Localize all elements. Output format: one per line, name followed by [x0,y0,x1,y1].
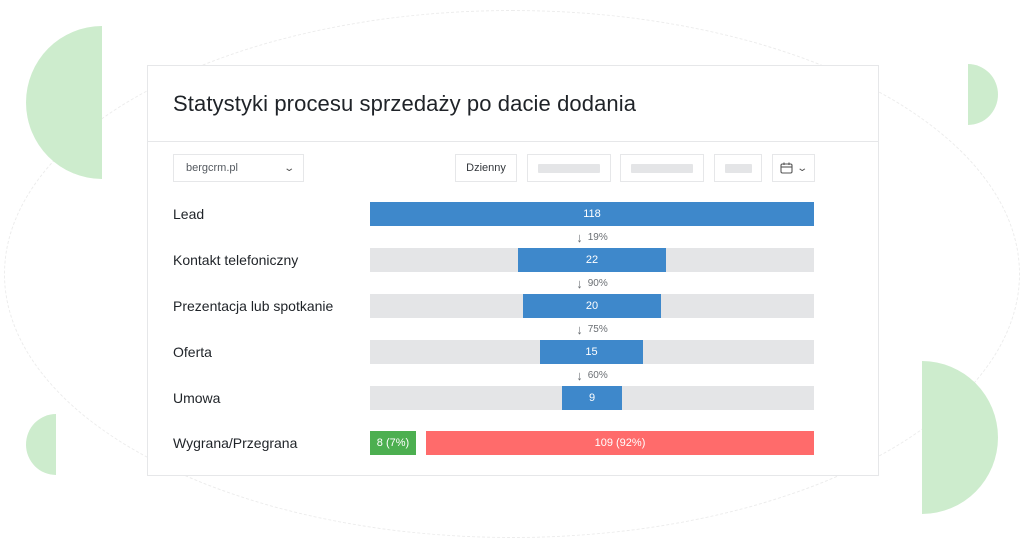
site-select[interactable]: bergcrm.pl ⌄ [173,154,304,182]
period-daily-label: Dzienny [466,162,506,174]
funnel-row: Kontakt telefoniczny 22 [148,248,878,272]
conversion-rate: ↓ 90% [370,272,814,294]
stage-label: Kontakt telefoniczny [173,252,299,268]
lost-value: 109 (92%) [594,437,646,449]
placeholder-bar [631,163,693,173]
stage-bar[interactable]: 15 [540,340,643,364]
funnel-row: Lead 118 [148,202,878,226]
conversion-value: 90% [587,277,608,289]
stage-track: 15 [370,340,814,364]
funnel-row: Oferta 15 [148,340,878,364]
date-to-field[interactable] [620,154,704,182]
arrow-down-icon: ↓ [576,275,583,291]
stage-bar[interactable]: 22 [518,248,666,272]
sales-stats-card: Statystyki procesu sprzedaży po dacie do… [147,65,879,476]
stage-bar[interactable]: 9 [562,386,622,410]
stage-value: 118 [583,208,601,220]
stage-label: Prezentacja lub spotkanie [173,298,334,314]
toolbar: bergcrm.pl ⌄ Dzienny ⌄ [148,154,878,182]
stage-track: 118 [370,202,814,226]
arrow-down-icon: ↓ [576,367,583,383]
result-row: Wygrana/Przegrana 8 (7%) 109 (92%) [148,431,878,455]
arrow-down-icon: ↓ [576,229,583,245]
conversion-value: 75% [587,323,608,335]
conversion-rate: ↓ 60% [370,364,814,386]
stage-track: 20 [370,294,814,318]
stage-track: 9 [370,386,814,410]
decorative-dashed-ellipse [4,10,1020,538]
arrow-down-icon: ↓ [576,321,583,337]
stage-value: 22 [585,254,599,266]
funnel-row: Prezentacja lub spotkanie 20 [148,294,878,318]
won-value: 8 (7%) [376,437,410,449]
conversion-value: 19% [587,231,608,243]
conversion-rate: ↓ 75% [370,318,814,340]
stage-label: Oferta [173,344,212,360]
card-header: Statystyki procesu sprzedaży po dacie do… [148,66,878,142]
year-field[interactable] [714,154,762,182]
decorative-half-circle [922,361,998,514]
chevron-down-icon: ⌄ [796,162,809,174]
stage-label: Umowa [173,390,221,406]
conversion-value: 60% [587,369,608,381]
site-select-value: bergcrm.pl [186,162,238,174]
stage-value: 20 [585,300,599,312]
placeholder-bar [538,163,600,173]
stage-track: 22 [370,248,814,272]
funnel-row: Umowa 9 [148,386,878,410]
calendar-dropdown-button[interactable]: ⌄ [772,154,815,182]
card-title: Statystyki procesu sprzedaży po dacie do… [173,90,637,116]
decorative-half-circle [26,414,56,475]
calendar-icon [780,162,793,174]
placeholder-bar [724,163,752,173]
period-daily-button[interactable]: Dzienny [455,154,517,182]
lost-bar[interactable]: 109 (92%) [426,431,814,455]
decorative-half-circle [26,26,102,179]
stage-label: Lead [173,206,205,222]
conversion-rate: ↓ 19% [370,226,814,248]
stage-value: 9 [588,392,596,404]
decorative-half-circle [968,64,998,125]
stage-value: 15 [585,346,598,358]
won-bar[interactable]: 8 (7%) [370,431,416,455]
stage-bar[interactable]: 20 [523,294,661,318]
stage-bar[interactable]: 118 [370,202,814,226]
date-from-field[interactable] [527,154,611,182]
result-label: Wygrana/Przegrana [173,435,298,451]
chevron-down-icon: ⌄ [282,162,295,174]
